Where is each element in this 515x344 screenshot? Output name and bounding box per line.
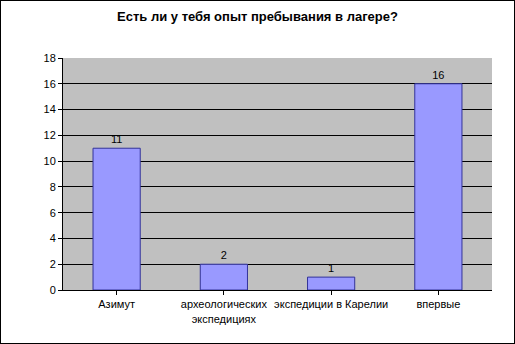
svg-text:6: 6 <box>50 207 56 219</box>
svg-text:0: 0 <box>50 284 56 296</box>
svg-text:12: 12 <box>44 129 56 141</box>
svg-text:впервые: впервые <box>416 298 460 310</box>
svg-text:8: 8 <box>50 181 56 193</box>
svg-text:1: 1 <box>328 262 334 274</box>
svg-text:2: 2 <box>221 249 227 261</box>
svg-text:16: 16 <box>44 78 56 90</box>
svg-text:Есть ли у тебя опыт пребывания: Есть ли у тебя опыт пребывания в лагере? <box>117 9 398 24</box>
svg-text:экспедиции в Карелии: экспедиции в Карелии <box>274 298 388 310</box>
svg-text:2: 2 <box>50 258 56 270</box>
svg-text:11: 11 <box>111 133 122 145</box>
svg-text:14: 14 <box>44 103 56 115</box>
svg-text:Азимут: Азимут <box>98 298 135 310</box>
svg-text:4: 4 <box>50 232 56 244</box>
svg-text:18: 18 <box>44 52 56 64</box>
svg-text:16: 16 <box>432 69 444 81</box>
svg-text:10: 10 <box>44 155 56 167</box>
svg-text:археологическихэкспедициях: археологическихэкспедициях <box>181 298 268 324</box>
